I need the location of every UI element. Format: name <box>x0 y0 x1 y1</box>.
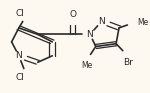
Text: Cl: Cl <box>16 73 25 82</box>
Text: Cl: Cl <box>16 9 25 17</box>
Text: Me: Me <box>137 18 148 27</box>
Text: N: N <box>87 30 93 39</box>
Text: Br: Br <box>123 58 133 67</box>
Text: N: N <box>15 51 22 60</box>
Text: Me: Me <box>81 61 93 70</box>
Text: N: N <box>98 17 105 26</box>
Text: O: O <box>69 10 76 19</box>
